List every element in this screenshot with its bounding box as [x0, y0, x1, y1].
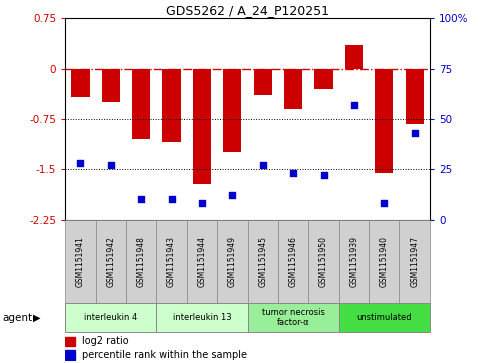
Text: GSM1151946: GSM1151946 [289, 236, 298, 287]
Text: GSM1151945: GSM1151945 [258, 236, 267, 287]
Bar [102, 69, 120, 102]
Title: GDS5262 / A_24_P120251: GDS5262 / A_24_P120251 [166, 4, 329, 17]
Text: GSM1151949: GSM1151949 [228, 236, 237, 287]
Bar [248, 220, 278, 303]
Text: percentile rank within the sample: percentile rank within the sample [82, 350, 247, 360]
Bar [399, 220, 430, 303]
Bar [65, 337, 75, 346]
Bar [339, 303, 430, 332]
Bar [65, 220, 96, 303]
Point [259, 162, 267, 168]
Point [381, 201, 388, 207]
Text: GSM1151950: GSM1151950 [319, 236, 328, 287]
Text: GSM1151948: GSM1151948 [137, 236, 146, 287]
Bar [345, 45, 363, 69]
Text: GSM1151942: GSM1151942 [106, 236, 115, 287]
Point [137, 196, 145, 202]
Point [350, 102, 358, 108]
Bar [65, 350, 75, 360]
Text: GSM1151943: GSM1151943 [167, 236, 176, 287]
Bar [314, 69, 333, 89]
Bar [65, 303, 156, 332]
Bar [369, 220, 399, 303]
Bar [71, 69, 89, 97]
Bar [217, 220, 248, 303]
Text: GSM1151940: GSM1151940 [380, 236, 389, 287]
Point [107, 162, 114, 168]
Text: GSM1151941: GSM1151941 [76, 236, 85, 287]
Text: GSM1151947: GSM1151947 [410, 236, 419, 287]
Point [76, 160, 84, 166]
Text: tumor necrosis
factor-α: tumor necrosis factor-α [262, 308, 325, 327]
Point [198, 201, 206, 207]
Bar [96, 220, 126, 303]
Bar [248, 303, 339, 332]
Point [228, 192, 236, 198]
Text: GSM1151944: GSM1151944 [198, 236, 206, 287]
Bar [156, 303, 248, 332]
Bar [339, 220, 369, 303]
Bar [308, 220, 339, 303]
Point [411, 130, 419, 136]
Text: interleukin 4: interleukin 4 [84, 313, 137, 322]
Bar [406, 69, 424, 123]
Text: interleukin 13: interleukin 13 [172, 313, 231, 322]
Text: unstimulated: unstimulated [356, 313, 412, 322]
Text: log2 ratio: log2 ratio [82, 336, 128, 346]
Bar [156, 220, 187, 303]
Bar [254, 69, 272, 95]
Bar [284, 69, 302, 109]
Text: GSM1151939: GSM1151939 [349, 236, 358, 287]
Bar [126, 220, 156, 303]
Bar [278, 220, 308, 303]
Bar [162, 69, 181, 142]
Text: agent: agent [2, 313, 32, 323]
Point [289, 170, 297, 176]
Bar [132, 69, 150, 139]
Point [168, 196, 175, 202]
Point [320, 172, 327, 178]
Bar [187, 220, 217, 303]
Bar [223, 69, 242, 152]
Bar [193, 69, 211, 184]
Bar [375, 69, 394, 172]
Text: ▶: ▶ [33, 313, 41, 323]
